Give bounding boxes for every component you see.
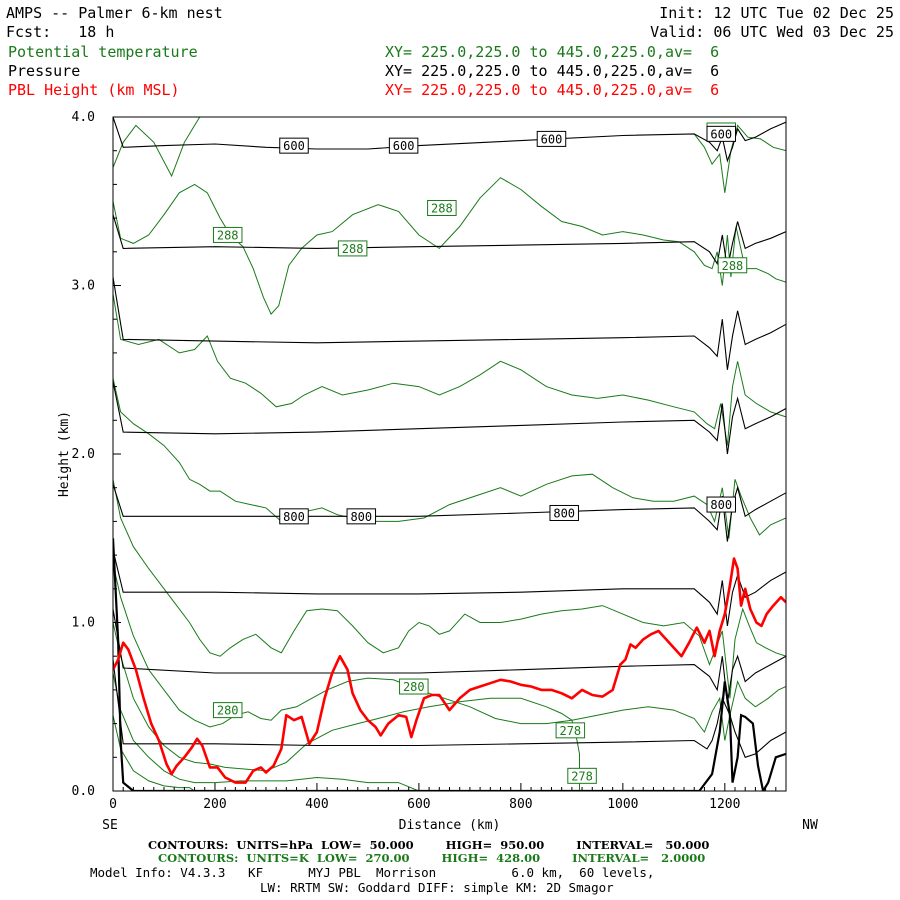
pressure-label-600: 600 <box>388 137 419 154</box>
svg-text:800: 800 <box>710 498 732 512</box>
svg-text:600: 600 <box>710 127 732 141</box>
pressure-contour-600 <box>113 117 786 163</box>
svg-text:280: 280 <box>403 680 425 694</box>
theta-label-288: 288 <box>212 226 243 243</box>
physics-info: LW: RRTM SW: Goddard DIFF: simple KM: 2D… <box>260 880 614 895</box>
x-tick-label: 1000 <box>607 797 638 812</box>
y-tick-label: 1.0 <box>72 616 95 631</box>
pressure-label-600: 600 <box>279 137 309 154</box>
field-theta-name: Potential temperature <box>8 43 198 61</box>
model-info: Model Info: V4.3.3 KF MYJ PBL Morrison 6… <box>90 865 655 880</box>
pressure-label-800: 800 <box>279 508 309 525</box>
pressure-contour-650 <box>113 214 786 269</box>
x-tick-label: 1200 <box>709 797 740 812</box>
theta-label-288: 288 <box>337 240 368 257</box>
theta-contour-284 <box>113 378 786 539</box>
svg-text:288: 288 <box>217 228 239 242</box>
theta-label-288: 288 <box>427 199 457 216</box>
x-tick-label: 800 <box>509 797 532 812</box>
svg-text:280: 280 <box>217 704 239 718</box>
theta-contour-276 <box>113 672 420 791</box>
theta-contour-286 <box>113 293 786 446</box>
pbl-height-line <box>113 557 786 784</box>
x-tick-label: 200 <box>203 797 226 812</box>
x-tick-label: 600 <box>407 797 430 812</box>
pressure-label-800: 800 <box>346 508 377 525</box>
svg-text:288: 288 <box>431 201 453 215</box>
y-tick-label: 3.0 <box>72 279 95 294</box>
svg-text:278: 278 <box>571 769 593 783</box>
svg-text:288: 288 <box>722 259 744 273</box>
y-tick-label: 4.0 <box>72 110 95 125</box>
field-pbl-name: PBL Height (km MSL) <box>8 81 180 99</box>
pressure-contour-800 <box>113 484 786 542</box>
field-pressure-xy: XY= 225.0,225.0 to 445.0,225.0,av= 6 <box>385 62 720 80</box>
theta-contour-274 <box>113 715 195 791</box>
pressure-contour-950 <box>113 659 786 758</box>
svg-text:800: 800 <box>283 510 305 524</box>
y-tick-label: 2.0 <box>72 447 95 462</box>
x-axis-label: Distance (km) <box>399 818 501 833</box>
theta-contour-info: CONTOURS: UNITS=K LOW= 270.00 HIGH= 428.… <box>158 851 706 865</box>
left-end-label: SE <box>102 818 118 833</box>
theta-contour-280 <box>113 563 786 741</box>
y-tick-label: 0.0 <box>72 784 95 799</box>
theta-label-280: 280 <box>399 678 429 695</box>
svg-text:800: 800 <box>350 510 372 524</box>
valid-time: Valid: 06 UTC Wed 03 Dec 25 <box>650 23 894 41</box>
init-time: Init: 12 UTC Tue 02 Dec 25 <box>659 4 894 22</box>
theta-label-278: 278 <box>567 767 597 784</box>
field-pbl-xy: XY= 225.0,225.0 to 445.0,225.0,av= 6 <box>385 81 720 99</box>
svg-text:600: 600 <box>541 132 563 146</box>
theta-contour-288 <box>113 177 786 315</box>
pressure-label-800: 800 <box>549 504 579 521</box>
theta-contour-282 <box>113 479 786 699</box>
theta-label-280: 280 <box>212 702 243 719</box>
chart-title: AMPS -- Palmer 6-km nest <box>6 4 223 22</box>
svg-text:600: 600 <box>283 139 305 153</box>
pressure-contour-info: CONTOURS: UNITS=hPa LOW= 50.000 HIGH= 95… <box>148 838 710 852</box>
theta-contour-290 <box>113 117 201 178</box>
pressure-label-600: 600 <box>536 130 567 147</box>
svg-text:278: 278 <box>559 724 581 738</box>
right-end-label: NW <box>802 818 818 833</box>
x-tick-label: 400 <box>305 797 328 812</box>
plot-frame <box>112 116 787 792</box>
pressure-contour-850 <box>113 549 786 626</box>
pressure-contour-900 <box>113 608 786 704</box>
pressure-contour-700 <box>113 277 786 370</box>
svg-text:800: 800 <box>553 506 575 520</box>
theta-contour-278 <box>113 622 580 791</box>
pressure-label-800: 800 <box>706 496 736 513</box>
terrain-line <box>113 538 786 791</box>
field-theta-xy: XY= 225.0,225.0 to 445.0,225.0,av= 6 <box>385 43 720 61</box>
forecast-hour: Fcst: 18 h <box>6 23 115 41</box>
pressure-label-600: 600 <box>706 125 736 142</box>
svg-text:288: 288 <box>342 242 364 256</box>
theta-label-288: 288 <box>717 257 748 274</box>
y-axis-label: Height (km) <box>57 411 72 497</box>
svg-text:600: 600 <box>393 139 415 153</box>
pressure-contour-750 <box>113 381 786 455</box>
field-pressure-name: Pressure <box>8 62 81 80</box>
theta-label-278: 278 <box>555 722 586 739</box>
x-tick-label: 0 <box>109 797 117 812</box>
